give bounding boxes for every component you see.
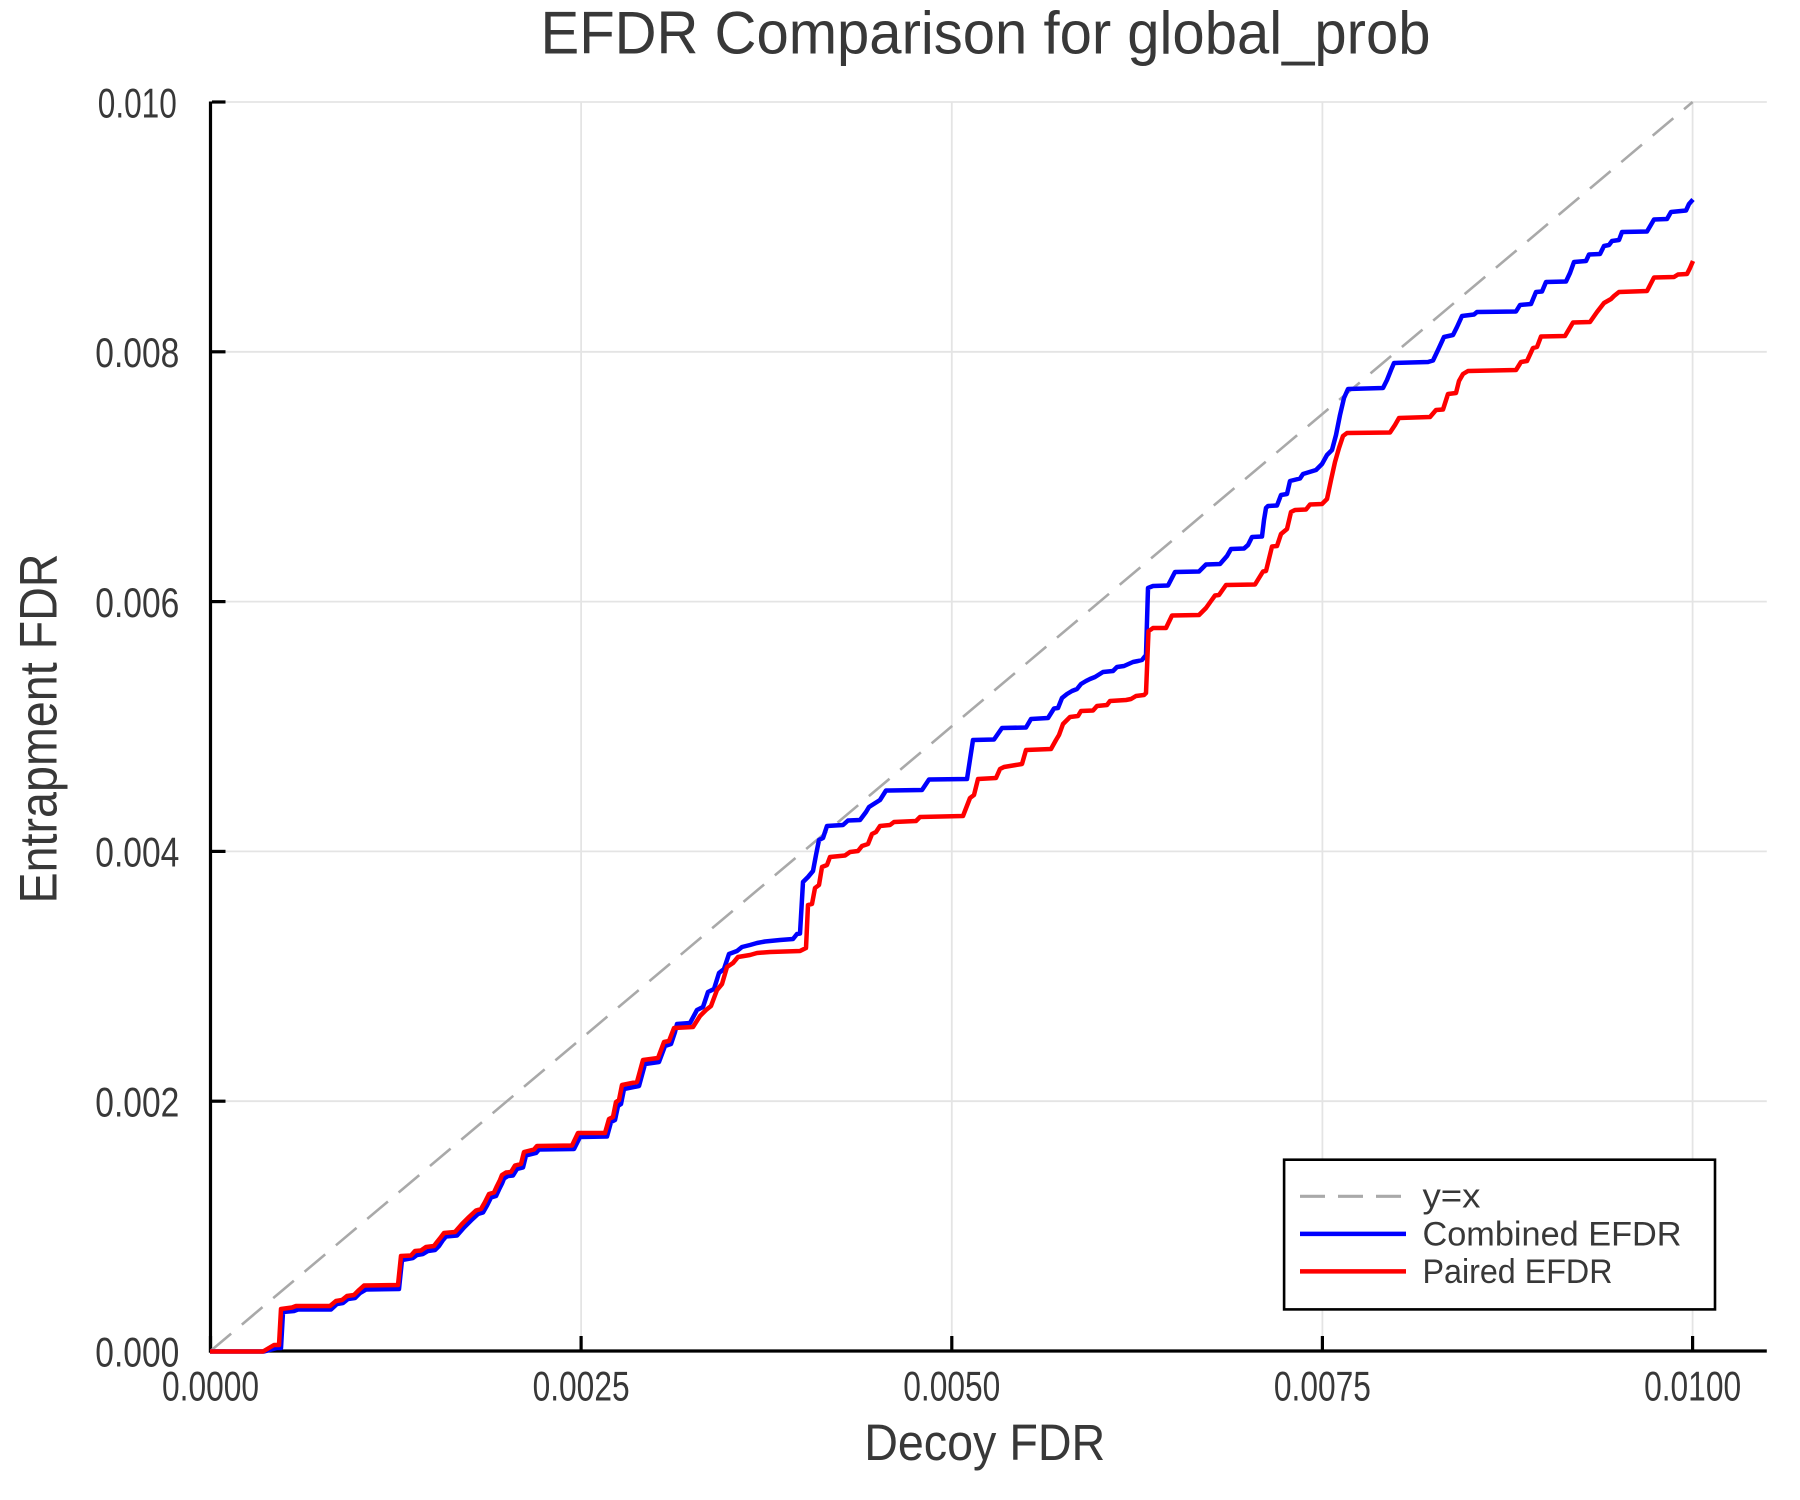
svg-text:Decoy FDR: Decoy FDR <box>864 1414 1105 1471</box>
svg-text:Entrapment FDR: Entrapment FDR <box>10 554 69 904</box>
svg-text:EFDR Comparison for global_pro: EFDR Comparison for global_prob <box>541 0 1431 67</box>
svg-text:Combined EFDR: Combined EFDR <box>1423 1216 1682 1254</box>
svg-text:0.006: 0.006 <box>95 579 179 626</box>
svg-text:0.0100: 0.0100 <box>1644 1363 1741 1410</box>
svg-text:0.0000: 0.0000 <box>162 1363 259 1410</box>
svg-text:0.004: 0.004 <box>95 829 179 876</box>
svg-text:0.0050: 0.0050 <box>903 1363 1000 1410</box>
svg-text:0.008: 0.008 <box>95 329 179 376</box>
svg-text:0.002: 0.002 <box>95 1079 179 1126</box>
svg-text:Paired EFDR: Paired EFDR <box>1423 1253 1613 1291</box>
svg-text:0.010: 0.010 <box>98 79 177 126</box>
svg-text:0.0025: 0.0025 <box>533 1363 630 1410</box>
svg-text:0.0075: 0.0075 <box>1274 1363 1371 1410</box>
svg-text:0.000: 0.000 <box>95 1328 179 1375</box>
svg-text:y=x: y=x <box>1423 1178 1481 1216</box>
